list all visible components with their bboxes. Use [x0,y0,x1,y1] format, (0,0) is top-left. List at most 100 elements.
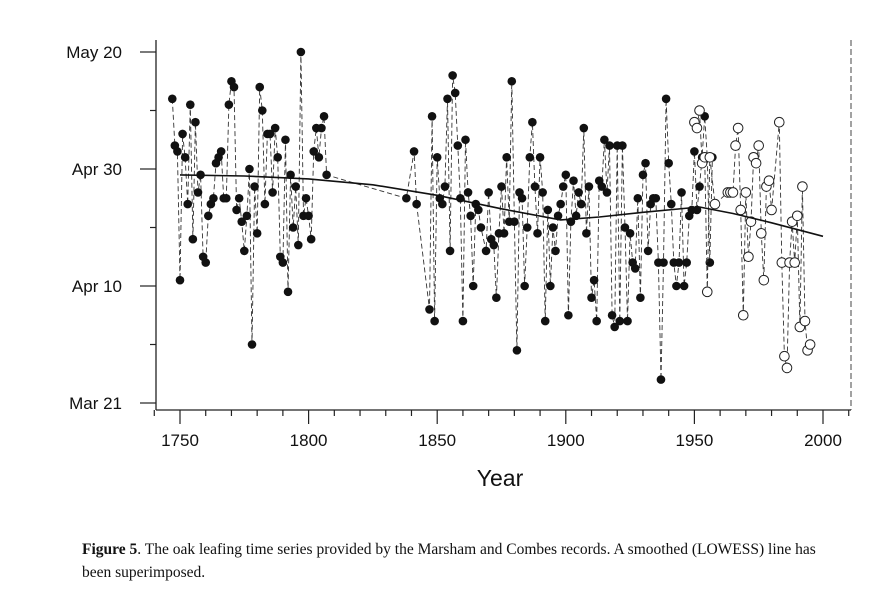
x-tick-label: 1750 [161,431,199,450]
marsham-point [558,182,568,191]
marsham-point [535,153,545,162]
combes-point [791,210,803,222]
marsham-point [234,193,244,203]
combes-point [740,187,752,198]
combes-series-line [693,110,811,368]
x-tick-label: 1900 [547,431,585,450]
marsham-point [250,182,259,191]
marsham-point [484,188,493,197]
marks [167,47,824,384]
combes-point [779,350,790,362]
marsham-point [546,281,555,291]
marsham-point [615,316,625,326]
marsham-point [607,310,617,320]
caption-label: Figure 5 [82,541,138,558]
marsham-point [283,287,293,297]
marsham-point [679,281,689,291]
marsham-point [438,199,447,209]
marsham-point [602,188,612,197]
marsham-point [507,76,517,86]
marsham-point [520,281,529,291]
combes-point [691,122,703,134]
caption-text: . The oak leafing time series provided b… [82,541,816,581]
marsham-point [180,153,190,162]
marsham-point [522,223,532,232]
marsham-point [592,316,601,326]
marsham-point [463,188,473,197]
marsham-point [512,346,522,355]
marsham-point [576,199,586,209]
combes-point [743,251,754,263]
chart: Mar 21 Apr 10 Apr 30 May 20 1750 1800 1850 1900… [66,40,852,491]
combes-point [799,315,811,327]
marsham-point [242,211,252,221]
combes-point [766,204,777,216]
x-tick-label: 1850 [418,431,456,450]
y-tick-label: Apr 30 [72,160,122,179]
marsham-series-line [171,51,713,380]
marsham-point [440,182,450,191]
x-axis-label: Year [477,465,524,491]
marsham-point [468,281,478,291]
marsham-point [543,205,553,215]
marsham-point [258,106,267,115]
marsham-point [525,153,535,162]
marsham-point [296,47,306,57]
marsham-point [260,199,270,209]
marsham-point [553,211,563,221]
marsham-point [659,258,668,267]
marsham-point [281,135,290,145]
marsham-point [633,193,643,203]
combes-point [797,181,808,192]
marsham-point [600,135,609,145]
marsham-point [517,193,527,203]
figure-caption: Figure 5. The oak leafing time series pr… [82,538,842,584]
marsham-point [240,246,249,256]
marsham-point [255,82,265,92]
marsham-point [695,182,704,191]
marsham-point [216,147,226,156]
marsham-point [499,229,509,238]
marsham-point [183,199,193,209]
marsham-point [229,82,239,92]
marsham-point [664,158,673,168]
marsham-point [203,211,213,221]
marsham-point [677,188,686,197]
marsham-point [623,316,632,326]
combes-point [804,339,816,350]
marsham-point [489,240,499,250]
marsham-point [548,223,558,232]
marsham-point [458,316,468,326]
marsham-point [430,316,439,326]
marsham-point [288,223,298,232]
marsham-point [638,170,648,180]
marsham-point [530,182,540,191]
marsham-point [317,123,326,133]
combes-point [732,122,744,134]
marsham-point [528,117,537,127]
combes-point [727,187,739,198]
combes-point [694,105,705,116]
combes-point [745,216,757,227]
marsham-point [641,158,650,168]
marsham-point [191,117,200,127]
marsham-point [476,223,486,232]
x-tick-label: 2000 [804,431,842,450]
marsham-point [690,147,699,156]
marsham-point [643,246,653,256]
marsham-point [661,94,671,104]
marsham-point [564,310,573,320]
marsham-point [589,275,599,285]
marsham-point [630,264,640,273]
y-tick-label: May 20 [66,43,122,62]
marsham-point [666,199,676,209]
marsham-point [445,246,455,256]
marsham-point [409,147,419,156]
marsham-point [674,258,684,267]
marsham-point [193,188,203,197]
marsham-point [178,129,187,139]
marsham-point [461,135,470,145]
combes-point [735,204,746,216]
marsham-point [245,164,254,174]
